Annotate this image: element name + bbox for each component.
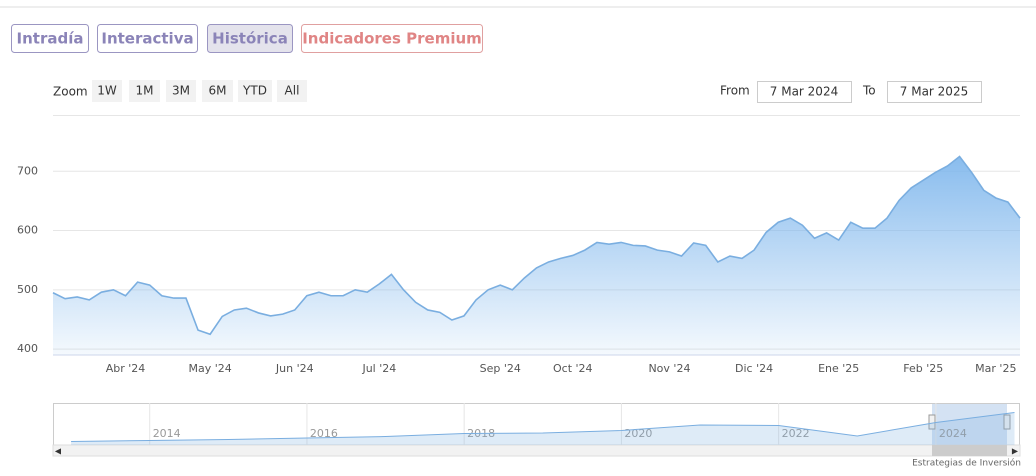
navigator-tick-label: 2016: [310, 427, 338, 440]
zoom-button-label[interactable]: YTD: [242, 84, 267, 98]
y-tick-label: 700: [17, 164, 38, 177]
zoom-button[interactable]: [202, 80, 233, 102]
tab[interactable]: [301, 24, 483, 53]
tab[interactable]: [97, 24, 198, 53]
from-label: From: [720, 84, 750, 98]
to-input[interactable]: [887, 81, 982, 103]
x-tick-label: Mar '25: [975, 362, 1016, 375]
navigator-selection[interactable]: [932, 404, 1007, 445]
y-tick-label: 400: [17, 342, 38, 355]
navigator-tick-label: 2024: [939, 427, 967, 440]
x-tick-label: May '24: [189, 362, 232, 375]
scroll-arrow[interactable]: ◀: [55, 447, 62, 456]
zoom-button-label[interactable]: All: [285, 84, 300, 98]
x-tick-label: Sep '24: [480, 362, 521, 375]
tab-label[interactable]: Histórica: [212, 30, 288, 48]
navigator-handle[interactable]: [928, 414, 936, 430]
x-tick-label: Ene '25: [818, 362, 859, 375]
x-tick-label: Jun '24: [275, 362, 314, 375]
zoom-button-label[interactable]: 1W: [97, 84, 117, 98]
x-tick-label: Oct '24: [553, 362, 593, 375]
to-label: To: [862, 84, 876, 98]
zoom-button-label[interactable]: 3M: [172, 84, 190, 98]
x-tick-label: Nov '24: [648, 362, 690, 375]
navigator-line: [71, 412, 1015, 442]
tab-active[interactable]: [207, 24, 293, 53]
credit: Estrategias de Inversión: [912, 458, 1021, 469]
to-value[interactable]: 7 Mar 2025: [900, 85, 968, 99]
navigator-area: [71, 412, 1015, 445]
navigator-tick-label: 2022: [782, 427, 810, 440]
zoom-button[interactable]: [129, 80, 160, 102]
zoom-button-label[interactable]: 1M: [136, 84, 154, 98]
scrollbar[interactable]: [52, 444, 1021, 457]
scroll-arrow[interactable]: ▶: [1012, 447, 1019, 456]
zoom-button[interactable]: [166, 80, 196, 102]
zoom-button[interactable]: [277, 80, 307, 102]
navigator-handle[interactable]: [1003, 414, 1011, 430]
tab-label[interactable]: Intradía: [17, 30, 84, 48]
area-fill: [53, 156, 1020, 355]
zoom-button-label[interactable]: 6M: [209, 84, 227, 98]
tab-label[interactable]: Interactiva: [101, 30, 193, 48]
x-tick-label: Feb '25: [903, 362, 943, 375]
x-tick-label: Dic '24: [735, 362, 773, 375]
zoom-button[interactable]: [92, 80, 122, 102]
tab[interactable]: [11, 24, 89, 53]
y-tick-label: 600: [17, 224, 38, 237]
zoom-label: Zoom: [53, 85, 88, 99]
from-value[interactable]: 7 Mar 2024: [770, 85, 838, 99]
from-input[interactable]: [757, 81, 852, 103]
price-line: [52, 155, 1021, 336]
x-tick-label: Jul '24: [361, 362, 396, 375]
y-tick-label: 500: [17, 283, 38, 296]
x-tick-label: Abr '24: [106, 362, 146, 375]
zoom-button[interactable]: [238, 80, 272, 102]
navigator-tick-label: 2014: [153, 427, 181, 440]
tab-label[interactable]: Indicadores Premium: [302, 30, 482, 48]
scrollbar-thumb[interactable]: [932, 445, 1007, 456]
